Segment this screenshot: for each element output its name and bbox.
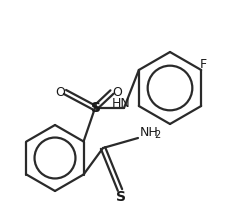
Text: HN: HN (111, 97, 130, 110)
Text: NH: NH (139, 125, 158, 138)
Text: 2: 2 (153, 130, 160, 140)
Text: S: S (91, 101, 101, 115)
Text: O: O (112, 86, 121, 99)
Text: F: F (199, 58, 206, 71)
Text: S: S (115, 190, 125, 204)
Text: O: O (55, 86, 65, 99)
